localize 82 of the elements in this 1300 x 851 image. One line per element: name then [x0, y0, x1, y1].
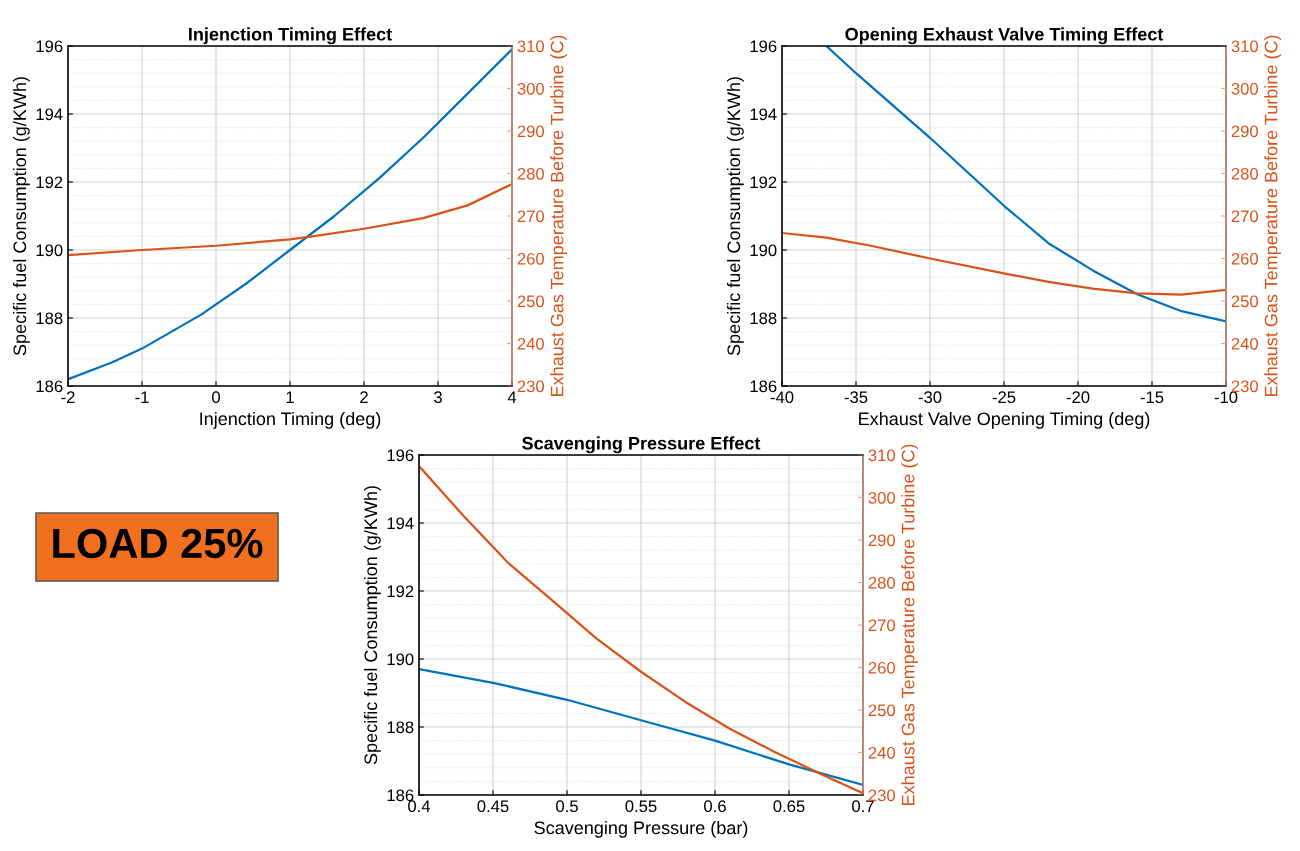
- y2-tick-label: 310: [1231, 40, 1259, 53]
- x-tick-label: 0.55: [625, 800, 657, 813]
- y2-tick-label: 270: [868, 619, 896, 632]
- y2-axis-title: Exhaust Gas Temperature Before Turbine (C): [1264, 35, 1282, 396]
- x-tick-label: 0.45: [477, 800, 509, 813]
- x-tick-label: -40: [770, 391, 794, 404]
- x-tick-label: 4: [507, 391, 517, 403]
- y2-tick-label: 270: [517, 210, 545, 223]
- y-axis-title: Specific fuel Consumption (g/KWh): [726, 77, 744, 356]
- y2-tick-label: 290: [517, 125, 545, 138]
- y-axis-title: Specific fuel Consumption (g/KWh): [12, 77, 30, 356]
- y-tick-label: 192: [36, 176, 63, 189]
- line-series: [782, 231, 1226, 296]
- y2-tick-label: 260: [517, 252, 545, 265]
- y-tick-label: 196: [750, 40, 777, 53]
- y-tick-label: 190: [36, 244, 63, 257]
- y2-tick-label: 260: [1231, 252, 1259, 265]
- x-tick-label: -30: [918, 391, 942, 404]
- x-tick-label: -35: [844, 391, 868, 404]
- x-tick-label: 2: [360, 391, 368, 403]
- x-tick-label: -20: [1066, 391, 1090, 404]
- y2-tick-label: 310: [868, 449, 896, 462]
- y-tick-label: 192: [750, 176, 777, 189]
- y2-tick-label: 260: [868, 661, 896, 674]
- y2-tick-label: 230: [1231, 380, 1259, 393]
- y-tick-label: 186: [36, 380, 63, 393]
- x-tick-label: -2: [61, 391, 75, 403]
- x-tick-label: 3: [434, 391, 442, 404]
- x-axis-title: Injenction Timing (deg): [200, 411, 381, 429]
- y2-tick-label: 250: [1231, 295, 1259, 308]
- y2-tick-label: 230: [868, 789, 896, 802]
- x-tick-label: 0: [212, 391, 220, 404]
- chart-title: Injenction Timing Effect: [189, 27, 392, 45]
- line-series: [68, 183, 512, 257]
- y-tick-label: 196: [387, 449, 414, 462]
- y-tick-label: 188: [387, 721, 414, 734]
- x-tick-label: -25: [992, 391, 1016, 404]
- y-tick-label: 196: [36, 40, 63, 53]
- y2-tick-label: 270: [1231, 210, 1259, 223]
- x-axis-title: Exhaust Valve Opening Timing (deg): [859, 411, 1150, 429]
- y2-tick-label: 250: [868, 704, 896, 717]
- y2-tick-label: 290: [868, 534, 896, 547]
- text: LOAD 25%: [53, 528, 263, 559]
- line-series: [419, 668, 863, 786]
- y2-axis-title: Exhaust Gas Temperature Before Turbine (C): [550, 35, 568, 396]
- y-tick-label: 192: [387, 585, 414, 598]
- y-tick-label: 194: [36, 108, 63, 121]
- y2-tick-label: 300: [517, 82, 545, 95]
- chart-title: Opening Exhaust Valve Timing Effect: [845, 27, 1164, 45]
- y-tick-label: 190: [750, 244, 777, 257]
- x-tick-label: -1: [135, 391, 149, 403]
- y-axis-title: Specific fuel Consumption (g/KWh): [363, 486, 381, 765]
- x-axis-title: Scavenging Pressure (bar): [534, 820, 748, 838]
- y-tick-label: 194: [387, 517, 414, 530]
- line-series: [825, 46, 1226, 323]
- x-tick-label: 0.6: [704, 800, 726, 813]
- y-tick-label: 186: [387, 789, 414, 802]
- x-tick-label: -15: [1140, 391, 1164, 404]
- y-tick-label: 190: [387, 653, 414, 666]
- y2-tick-label: 230: [517, 380, 545, 393]
- x-tick-label: 0.5: [556, 800, 578, 813]
- x-tick-label: 0.4: [408, 800, 431, 813]
- y2-tick-label: 300: [868, 491, 896, 504]
- y2-tick-label: 280: [517, 167, 545, 180]
- y2-tick-label: 240: [1231, 337, 1259, 350]
- y2-tick-label: 240: [517, 337, 545, 350]
- y2-tick-label: 250: [517, 295, 545, 308]
- y-tick-label: 188: [750, 312, 777, 325]
- y-tick-label: 188: [36, 312, 63, 325]
- y2-tick-label: 290: [1231, 125, 1259, 138]
- x-tick-label: 0.65: [773, 800, 805, 813]
- y2-axis-title: Exhaust Gas Temperature Before Turbine (C): [901, 444, 919, 805]
- x-tick-label: -10: [1214, 391, 1238, 404]
- y-tick-label: 194: [750, 108, 777, 121]
- chart-title: Scavenging Pressure Effect: [522, 436, 761, 454]
- y2-tick-label: 300: [1231, 82, 1259, 95]
- y2-tick-label: 310: [517, 40, 545, 53]
- y2-tick-label: 280: [868, 576, 896, 589]
- x-tick-label: 1: [286, 391, 294, 403]
- y-tick-label: 186: [750, 380, 777, 393]
- y2-tick-label: 240: [868, 746, 896, 759]
- y2-tick-label: 280: [1231, 167, 1259, 180]
